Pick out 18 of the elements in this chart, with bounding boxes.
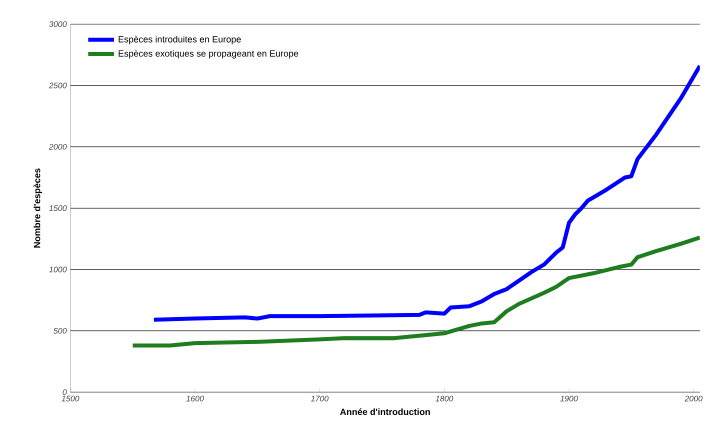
- x-tick-label: 1900: [560, 396, 578, 402]
- x-axis-title: Année d'introduction: [340, 408, 430, 415]
- y-tick-label: 3000: [49, 21, 67, 27]
- x-tick-label: 2000: [684, 396, 703, 402]
- y-tick-label: 1000: [49, 266, 67, 272]
- y-tick-label: 2500: [48, 82, 67, 88]
- x-tick-label: 1800: [436, 396, 454, 402]
- legend-label: Espèces introduites en Europe: [118, 36, 241, 44]
- y-tick-label: 1500: [49, 205, 67, 211]
- x-tick-label: 1600: [186, 396, 204, 402]
- y-tick-label: 2000: [48, 144, 67, 150]
- y-tick-label: 0: [62, 389, 67, 395]
- y-tick-label: 500: [54, 328, 67, 334]
- line-series: [130, 235, 700, 348]
- x-tick-label: 1500: [62, 396, 80, 402]
- x-tick-label: 1700: [310, 396, 329, 402]
- legend-label: Espèces exotiques se propageant en Europe: [118, 50, 298, 58]
- y-axis-title: Nombre d'espèces: [34, 168, 42, 248]
